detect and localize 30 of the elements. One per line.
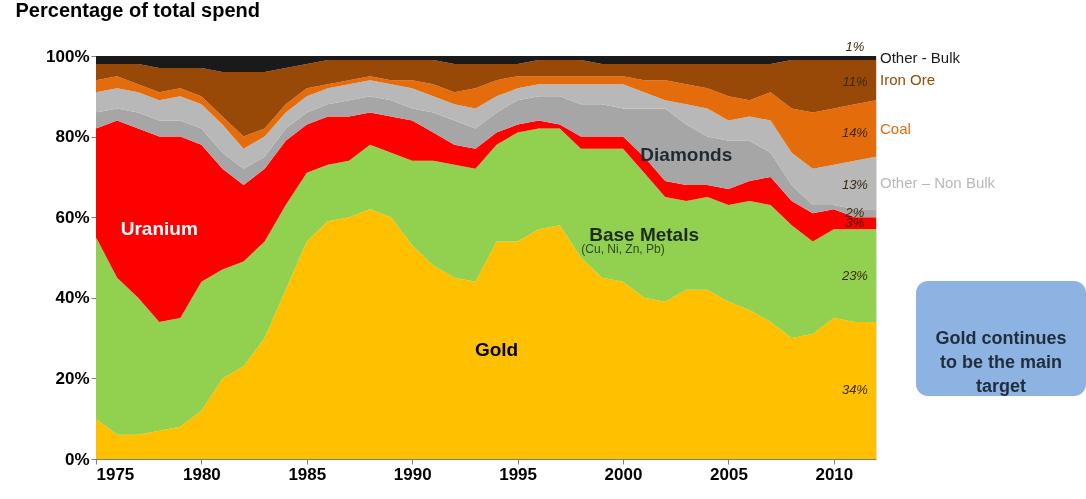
series-label: Diamonds	[640, 143, 733, 165]
series-label: Iron Ore	[880, 71, 936, 89]
annotation: 34%	[841, 382, 868, 398]
series-label: Uranium	[120, 218, 198, 240]
series-label: Other – Non Bulk	[880, 173, 996, 191]
y-tick-label: 0%	[64, 449, 90, 469]
x-tick-label: 2000	[604, 464, 643, 484]
text: Gold continues to be the main target	[935, 327, 1067, 396]
y-tick-label: 40%	[55, 288, 90, 308]
annotation: 14%	[841, 124, 868, 140]
series-label: Coal	[880, 119, 911, 137]
x-tick-label: 1990	[393, 464, 432, 484]
annotation: 11%	[842, 74, 868, 90]
x-tick-label: 1995	[499, 464, 538, 484]
series-label: Gold	[474, 339, 519, 361]
x-tick-label: 2010	[815, 464, 854, 484]
y-tick-label: 20%	[55, 368, 90, 388]
annotation: 23%	[840, 267, 868, 283]
x-tick-label: 1980	[182, 464, 221, 484]
y-tick-label: 60%	[55, 207, 90, 227]
annotation: (Cu, Ni, Zn, Pb)	[581, 242, 665, 257]
x-tick-label: 1985	[288, 464, 327, 484]
x-tick-label: 1975	[96, 464, 135, 484]
y-tick-label: 100%	[46, 46, 90, 66]
annotation: 13%	[841, 176, 868, 192]
series-label: Other - Bulk	[880, 49, 961, 67]
y-tick-label: 80%	[55, 127, 90, 147]
chart-title: Percentage of total spend	[15, 0, 261, 21]
text: 1%	[845, 39, 865, 54]
x-tick-label: 2005	[710, 464, 748, 484]
